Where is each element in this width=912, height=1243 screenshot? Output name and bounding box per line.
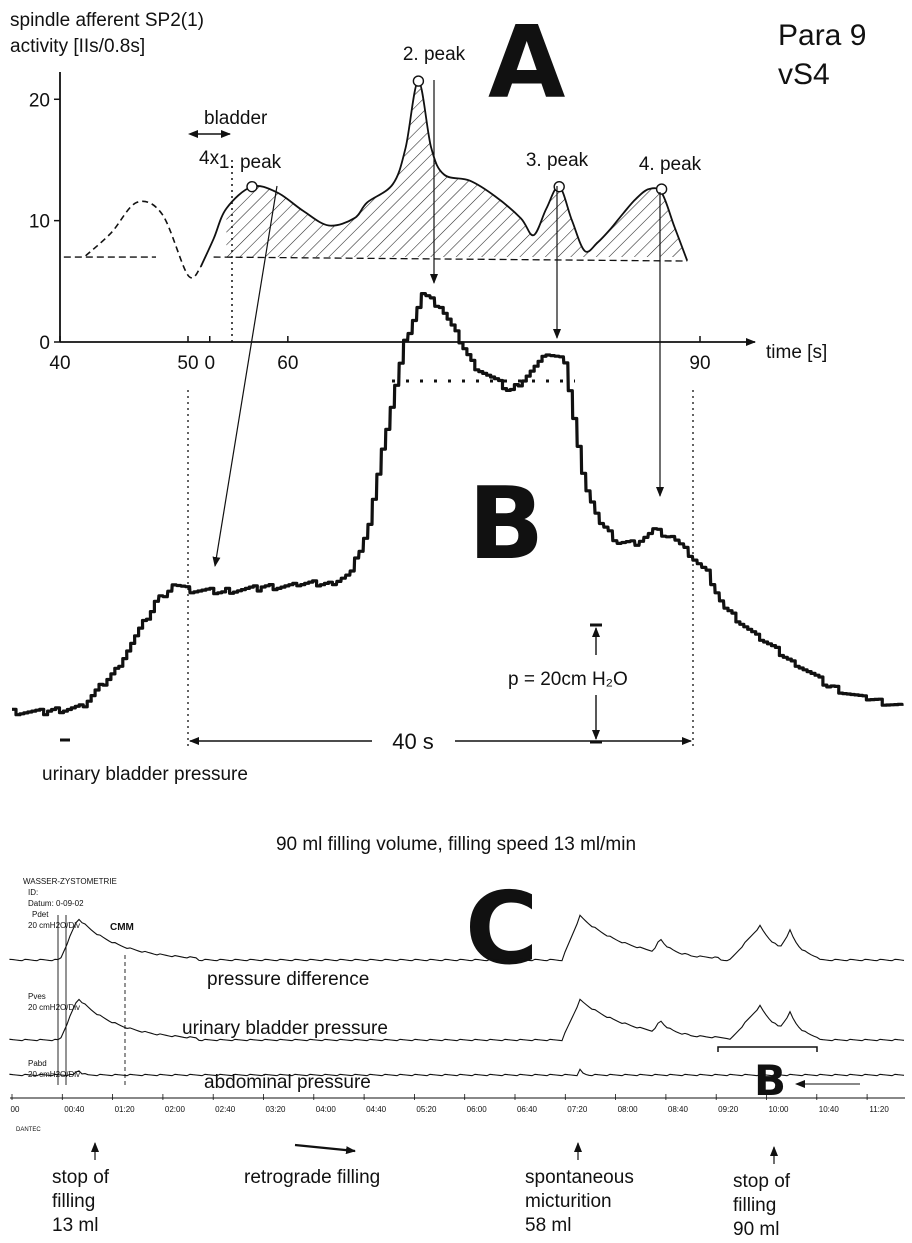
peak-label: 4. peak xyxy=(639,154,702,175)
peak-label: 2. peak xyxy=(403,44,466,65)
panel-c-dantec: DANTEC xyxy=(16,1127,41,1133)
peak-1-connector xyxy=(212,185,278,567)
annotation-3-line-2: micturition xyxy=(525,1191,612,1212)
panel-c-time-label: 02:00 xyxy=(165,1105,186,1114)
panel-a-ytick-label: 10 xyxy=(29,212,50,233)
baseline-under-area xyxy=(213,256,688,262)
panel-a-letter: A xyxy=(488,4,565,121)
caption: 90 ml filling volume, filling speed 13 m… xyxy=(276,834,636,855)
panel-c-header-6: 20 cmH2O/Div xyxy=(28,1003,80,1012)
peak-marker xyxy=(246,180,258,193)
annotation-1-line-1: stop of xyxy=(52,1167,110,1188)
trace-label-pressure-difference: pressure difference xyxy=(207,969,369,990)
panel-c-header-0: WASSER-ZYSTOMETRIE xyxy=(23,877,117,886)
activity-curve xyxy=(199,80,689,268)
panel-c-time-label: 03:20 xyxy=(265,1105,286,1114)
panel-b: B 40 s p = 20cm H₂O urinary bladder pres… xyxy=(12,292,904,785)
peak-marker xyxy=(412,75,425,87)
panel-c-time-label: 00:40 xyxy=(64,1105,85,1114)
panel-a-xtick-label: 0 xyxy=(204,353,215,374)
pressure-difference-trace xyxy=(9,914,905,962)
panel-a-xtick-label: 90 xyxy=(689,353,710,374)
panel-a-xtick-label: 50 xyxy=(177,353,198,374)
panel-c: C WASSER-ZYSTOMETRIE ID: Datum: 0-09-02 … xyxy=(9,870,905,1133)
pressure-scale-label: p = 20cm H₂O xyxy=(508,669,628,690)
panel-c-time-label: 09:20 xyxy=(718,1105,739,1114)
panel-c-time-label: 04:40 xyxy=(366,1105,387,1114)
pre-stimulus-dashed-curve xyxy=(85,200,202,279)
urinary-bladder-pressure-trace xyxy=(9,998,905,1042)
peak-label: 3. peak xyxy=(526,150,589,171)
panel-b-letter: B xyxy=(468,465,544,582)
panel-c-time-label: 00 xyxy=(11,1105,20,1114)
peak-label: 1. peak xyxy=(219,152,282,173)
panel-c-time-label: 10:00 xyxy=(768,1105,789,1114)
annotation-4-line-3: 90 ml xyxy=(733,1219,779,1238)
panel-c-header-3: Pdet xyxy=(32,910,49,919)
trace-label-abdominal-pressure: abdominal pressure xyxy=(204,1072,371,1093)
bottom-annotations: stop of filling 13 ml retrograde filling… xyxy=(52,1142,791,1240)
annotation-2-arrow xyxy=(294,1143,356,1155)
panel-c-time-label: 10:40 xyxy=(819,1105,840,1114)
annotation-4-line-2: filling xyxy=(733,1195,776,1216)
panel-a-ytick-label: 0 xyxy=(39,333,50,354)
panel-c-time-label: 01:20 xyxy=(115,1105,136,1114)
bladder-sub-label: 4x xyxy=(199,148,220,169)
subject-line2: vS4 xyxy=(778,58,830,91)
annotation-2-line-1: retrograde filling xyxy=(244,1167,380,1188)
panel-c-time-label: 04:00 xyxy=(316,1105,337,1114)
panel-c-header-1: ID: xyxy=(28,888,38,897)
abdominal-pressure-trace xyxy=(9,1068,905,1077)
panel-a-ylabel-line2: activity [IIs/0.8s] xyxy=(10,36,145,57)
panel-c-header-7: Pabd xyxy=(28,1059,47,1068)
panel-c-header-2: Datum: 0-09-02 xyxy=(28,899,84,908)
panel-c-time-label: 07:20 xyxy=(567,1105,588,1114)
panel-c-header-5: Pves xyxy=(28,992,46,1001)
annotation-4-line-1: stop of xyxy=(733,1171,791,1192)
panel-c-time-label: 06:00 xyxy=(467,1105,488,1114)
panel-c-time-label: 11:20 xyxy=(869,1105,889,1114)
annotation-3-line-3: 58 ml xyxy=(525,1215,571,1236)
peak-connector-arrows xyxy=(212,80,664,567)
panel-c-time-label: 05:20 xyxy=(416,1105,437,1114)
b-bracket xyxy=(717,1046,818,1052)
panel-a-xtick-label: 40 xyxy=(49,353,70,374)
trace-label-urinary-bladder-pressure: urinary bladder pressure xyxy=(182,1018,388,1039)
panel-b-trace-label: urinary bladder pressure xyxy=(42,764,248,785)
annotation-1-line-2: filling xyxy=(52,1191,95,1212)
bladder-label: bladder xyxy=(204,108,268,129)
panel-a-ytick-label: 20 xyxy=(29,90,50,111)
panel-c-letter: C xyxy=(465,870,538,987)
panel-c-time-label: 08:40 xyxy=(668,1105,689,1114)
peak-marker xyxy=(553,180,565,193)
panel-a-xlabel: time [s] xyxy=(766,342,827,363)
panel-c-time-label: 08:00 xyxy=(618,1105,639,1114)
panel-c-time-label: 02:40 xyxy=(215,1105,236,1114)
panel-a-xtick-label: 60 xyxy=(277,353,298,374)
bladder-pressure-trace xyxy=(12,292,904,717)
time-bar-label: 40 s xyxy=(392,729,434,754)
panel-c-header-4: 20 cmH2O/Div xyxy=(28,921,80,930)
panel-a-ylabel-line1: spindle afferent SP2(1) xyxy=(10,10,204,31)
panel-c-cmm: CMM xyxy=(110,922,134,933)
annotation-1-line-3: 13 ml xyxy=(52,1215,98,1236)
annotation-3-line-1: spontaneous xyxy=(525,1167,634,1188)
subject-line1: Para 9 xyxy=(778,19,866,52)
peak-marker xyxy=(655,183,668,195)
panel-c-bracket-letter: B xyxy=(754,1056,786,1105)
hatched-activity-area xyxy=(226,81,688,261)
panel-a: spindle afferent SP2(1) activity [IIs/0.… xyxy=(10,4,866,374)
panel-c-time-label: 06:40 xyxy=(517,1105,538,1114)
